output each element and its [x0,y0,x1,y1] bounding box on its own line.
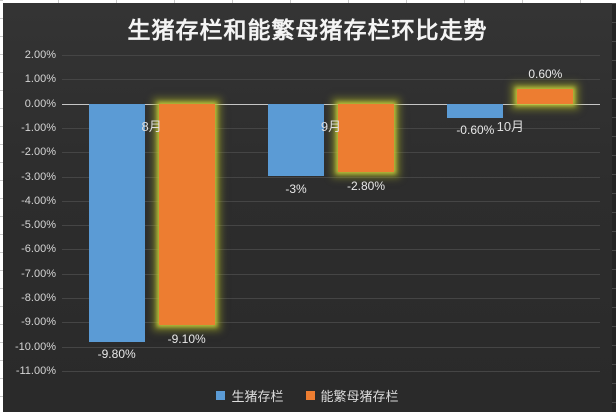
gridline [62,273,600,275]
data-label-能繁母猪存栏-10月: 0.60% [528,67,563,82]
legend-label: 能繁母猪存栏 [320,389,399,404]
worksheet-edge-right [612,3,616,412]
plot-area: 2.00% 1.00% 0.00% -1.00% -2.00% -3.00% -4.00% -… [3,3,612,412]
gridline [62,370,600,372]
legend-item-生猪存栏[interactable]: 生猪存栏 [216,386,284,405]
y-axis-tick-label: -10.00% [15,340,56,353]
y-axis-tick-label: -8.00% [21,292,56,304]
y-axis-tick-label: -5.00% [21,219,56,232]
y-axis-tick-label: 1.00% [24,73,56,86]
legend-swatch-icon [216,391,226,400]
bar-能繁母猪存栏-8月[interactable] [158,103,215,325]
gridline [62,225,600,227]
legend-swatch-icon [305,391,315,400]
gridline [62,127,600,129]
legend: 生猪存栏 能繁母猪存栏 [3,386,612,405]
bar-生猪存栏-8月[interactable] [88,103,145,342]
data-label-能繁母猪存栏-8月: -9.10% [167,331,206,346]
y-axis-tick-label: -6.00% [21,243,56,256]
data-label-生猪存栏-10月: -0.60% [456,123,495,138]
bar-生猪存栏-9月[interactable] [268,103,324,177]
chart[interactable]: 生猪存栏和能繁母猪存栏环比走势 2.00% 1.00% 0.00% -1.00% -2.… [3,3,612,412]
category-label-8月: 8月 [141,118,162,134]
y-axis-tick-label: -7.00% [21,267,56,280]
zero-gridline [62,103,600,105]
gridline [62,79,600,81]
y-axis-tick-label: -4.00% [21,194,56,207]
gridline [62,346,600,348]
gridline [62,55,600,56]
y-axis-tick-label: -2.00% [21,146,56,159]
gridline [62,200,600,202]
gridline [62,176,600,178]
category-label-10月: 10月 [496,118,525,134]
y-axis-tick-label: 0.00% [24,97,56,110]
data-label-能繁母猪存栏-9月: -2.80% [346,178,386,193]
legend-item-能繁母猪存栏[interactable]: 能繁母猪存栏 [305,386,399,405]
bar-能繁母猪存栏-9月[interactable] [338,103,394,172]
gridline [62,298,600,299]
worksheet-edge-top [0,0,616,3]
y-axis-tick-label: 2.00% [24,49,56,61]
bar-能繁母猪存栏-10月[interactable] [517,89,574,104]
chart-title[interactable]: 生猪存栏和能繁母猪存栏环比走势 [127,17,488,43]
gridline [62,152,600,154]
data-label-生猪存栏-8月: -9.80% [97,346,136,361]
bar-生猪存栏-10月[interactable] [447,103,504,119]
gridline [62,249,600,251]
gridline [62,322,600,324]
data-label-生猪存栏-9月: -3% [285,181,307,196]
y-axis-tick-label: -3.00% [21,170,56,183]
worksheet-edge-left [0,0,3,412]
y-axis-tick-label: -1.00% [21,121,56,134]
legend-label: 生猪存栏 [231,389,284,404]
y-axis-tick-label: -9.00% [21,316,56,329]
y-axis-tick-label: -11.00% [15,364,56,377]
category-label-9月: 9月 [320,118,342,134]
